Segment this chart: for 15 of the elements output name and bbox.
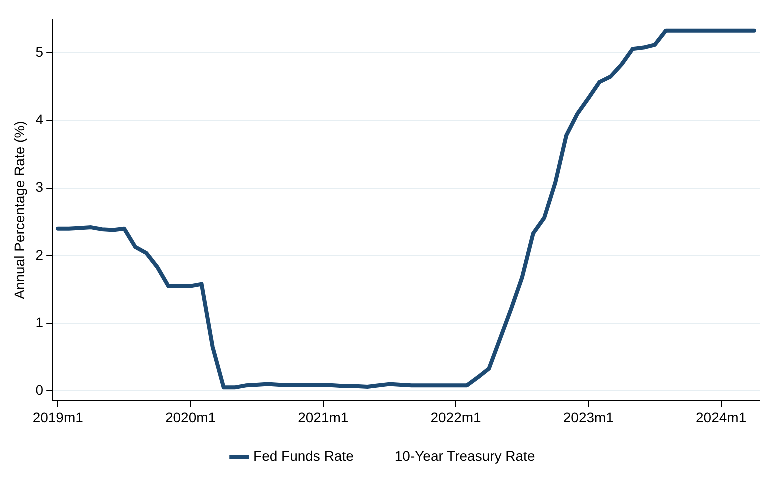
y-tick-label: 3 [36,179,44,196]
y-tick-label: 0 [36,382,44,398]
x-tick-label: 2023m1 [563,409,614,426]
y-tick-label: 4 [36,112,44,128]
y-tick-label: 5 [36,44,44,60]
x-tick-label: 2019m1 [32,409,84,426]
y-tick-label: 2 [36,246,44,263]
text: 10-Year Treasury Rate [394,448,536,464]
x-tick-label: 2020m1 [165,409,216,426]
y-tick-label: 1 [36,314,44,330]
x-tick-label: 2022m1 [430,409,482,426]
x-tick-label: 2024m1 [696,409,747,426]
legend-label: Fed Funds Rate [254,448,354,464]
y-axis-title: Annual Percentage Rate (%) [11,121,28,300]
x-tick-label: 2021m1 [298,409,349,426]
